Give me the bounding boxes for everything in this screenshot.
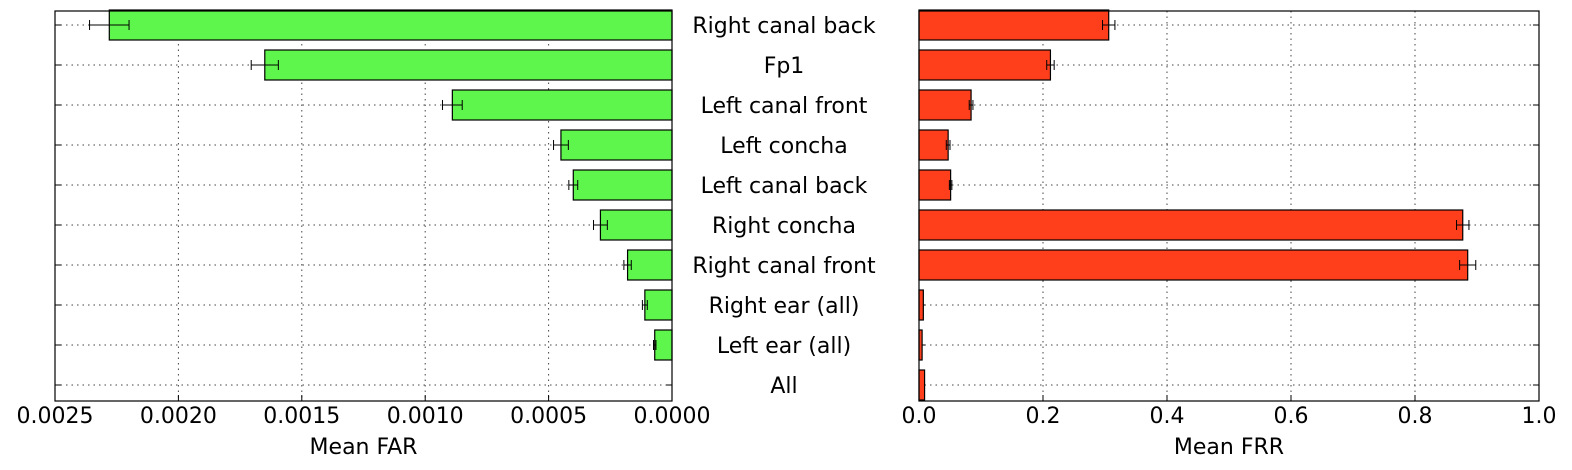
- far-x-axis: 0.0025 0.0020 0.0015 0.0010 0.0005 0.0000: [17, 395, 711, 429]
- right-bar: [918, 9, 1110, 41]
- left-xtick-label: 0.0015: [263, 404, 340, 429]
- left-bar: [654, 329, 673, 361]
- category-label: Left ear (all): [717, 334, 851, 359]
- right-bar: [918, 49, 1052, 81]
- left-bar: [560, 129, 673, 161]
- left-bar: [108, 9, 673, 41]
- right-xtick-label: 0.6: [1274, 404, 1309, 429]
- frr-bars: [918, 9, 1477, 401]
- category-label: Right concha: [712, 214, 856, 239]
- right-bar: [918, 289, 924, 321]
- right-xtick-label: 0.4: [1150, 404, 1185, 429]
- left-xtick-label: 0.0025: [17, 404, 94, 429]
- frr-plot-frame: [918, 10, 1540, 402]
- right-xtick-label: 0.0: [902, 404, 937, 429]
- right-xtick-label: 1.0: [1522, 404, 1557, 429]
- frr-x-axis-title: Mean FRR: [1174, 435, 1284, 460]
- right-bar: [918, 129, 949, 161]
- category-label: Left canal back: [701, 174, 868, 199]
- frr-x-axis: 0.0 0.2 0.4 0.6 0.8 1.0: [902, 395, 1557, 429]
- left-bar: [599, 209, 673, 241]
- right-xtick-label: 0.8: [1398, 404, 1433, 429]
- frr-chart: 0.0 0.2 0.4 0.6 0.8 1.0 Mean FRR: [902, 9, 1557, 460]
- left-xtick-label: 0.0000: [634, 404, 711, 429]
- left-bar: [451, 89, 673, 121]
- category-label: Right canal back: [692, 14, 876, 39]
- left-xtick-label: 0.0020: [140, 404, 217, 429]
- left-bar: [626, 249, 673, 281]
- far-x-axis-title: Mean FAR: [310, 435, 418, 460]
- category-labels: Right canal back Fp1 Left canal front Left …: [692, 14, 876, 399]
- left-xtick-label: 0.0010: [387, 404, 464, 429]
- right-bar: [918, 89, 972, 121]
- category-label: Left canal front: [701, 94, 868, 119]
- left-xtick-label: 0.0005: [510, 404, 587, 429]
- right-bar: [918, 369, 926, 401]
- category-label: Right ear (all): [709, 294, 860, 319]
- category-label: Left concha: [720, 134, 847, 159]
- left-bar: [572, 169, 673, 201]
- left-bar: [264, 49, 673, 81]
- category-label: Fp1: [764, 54, 805, 79]
- right-bar: [918, 249, 1469, 281]
- far-plot-frame: [54, 10, 673, 402]
- right-xtick-label: 0.2: [1026, 404, 1061, 429]
- right-bar: [918, 169, 952, 201]
- category-label: Right canal front: [692, 254, 876, 279]
- left-bar: [644, 289, 673, 321]
- right-bar: [918, 209, 1464, 241]
- category-label: All: [770, 374, 797, 399]
- far-chart: 0.0025 0.0020 0.0015 0.0010 0.0005 0.0000 Mea…: [17, 9, 711, 460]
